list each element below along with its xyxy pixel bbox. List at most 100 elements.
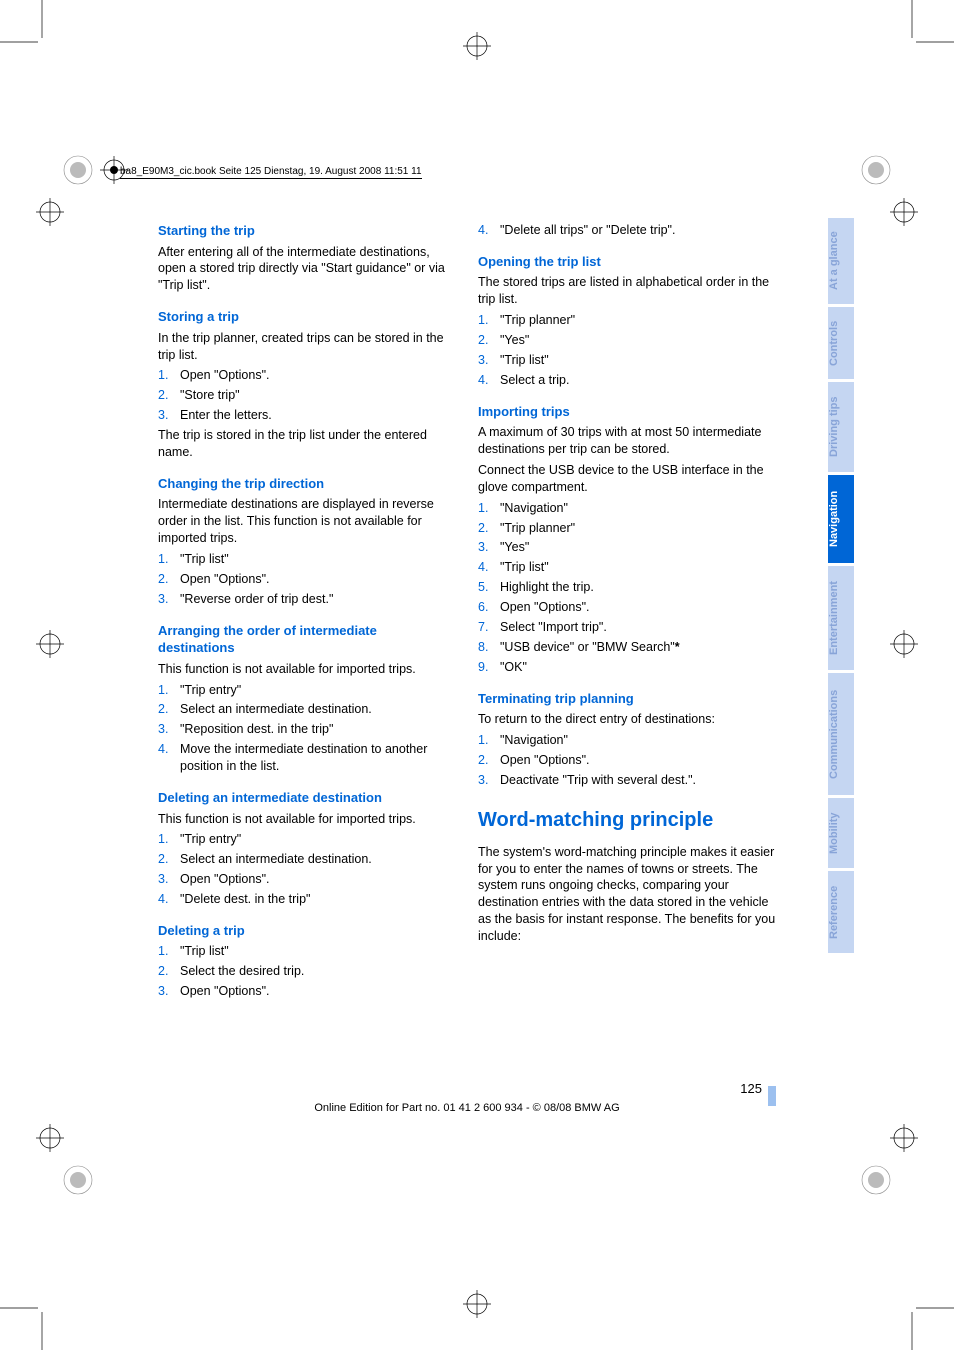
list-item: 4.Move the intermediate destination to a… — [158, 741, 456, 775]
corner-orn-tl — [62, 154, 94, 186]
tab-at-a-glance[interactable]: At a glance — [828, 218, 854, 304]
tab-communications[interactable]: Communications — [828, 673, 854, 795]
list-item: 1."Trip entry" — [158, 682, 456, 699]
list-text: "Delete all trips" or "Delete trip". — [500, 222, 776, 239]
list-text: "Yes" — [500, 332, 776, 349]
list-text: "OK" — [500, 659, 776, 676]
tab-controls[interactable]: Controls — [828, 307, 854, 379]
paragraph: Intermediate destinations are displayed … — [158, 496, 456, 547]
heading: Terminating trip planning — [478, 690, 776, 708]
list-number: 4. — [478, 372, 500, 389]
tab-entertainment[interactable]: Entertainment — [828, 566, 854, 670]
reg-target-left-mid — [36, 630, 64, 658]
list-number: 7. — [478, 619, 500, 636]
list-text: "Trip entry" — [180, 682, 456, 699]
list-number: 8. — [478, 639, 500, 656]
list-item: 1.Open "Options". — [158, 367, 456, 384]
list-item: 2.Open "Options". — [478, 752, 776, 769]
list-text: "Trip list" — [180, 551, 456, 568]
list-item: 4.Select a trip. — [478, 372, 776, 389]
list-number: 2. — [478, 332, 500, 349]
list-number: 2. — [158, 571, 180, 588]
list-item: 7.Select "Import trip". — [478, 619, 776, 636]
list-text: "Store trip" — [180, 387, 456, 404]
paragraph: After entering all of the intermediate d… — [158, 244, 456, 295]
page-bar-icon — [768, 1086, 776, 1106]
list-number: 1. — [478, 312, 500, 329]
list-item: 3.Enter the letters. — [158, 407, 456, 424]
page-number-row: 125 — [158, 1078, 776, 1098]
page-number: 125 — [740, 1081, 762, 1096]
heading-large: Word-matching principle — [478, 807, 776, 834]
list-text: "Reposition dest. in the trip" — [180, 721, 456, 738]
tab-reference[interactable]: Reference — [828, 871, 854, 953]
list-text: Select a trip. — [500, 372, 776, 389]
list-item: 8."USB device" or "BMW Search"* — [478, 639, 776, 656]
paragraph: To return to the direct entry of destina… — [478, 711, 776, 728]
footer-line: Online Edition for Part no. 01 41 2 600 … — [158, 1102, 776, 1114]
tab-navigation[interactable]: Navigation — [828, 475, 854, 563]
list-text: Highlight the trip. — [500, 579, 776, 596]
list-number: 1. — [478, 732, 500, 749]
list-text: Select the desired trip. — [180, 963, 456, 980]
reg-target-left-bot — [36, 1124, 64, 1152]
heading: Arranging the order of intermediate dest… — [158, 622, 456, 657]
list-text: "Trip list" — [180, 943, 456, 960]
list-text: "Trip entry" — [180, 831, 456, 848]
list-item: 3.Open "Options". — [158, 983, 456, 1000]
list-number: 2. — [478, 752, 500, 769]
list-number: 1. — [158, 367, 180, 384]
list-number: 4. — [158, 741, 180, 775]
list-text: "USB device" or "BMW Search"* — [500, 639, 776, 656]
paragraph: A maximum of 30 trips with at most 50 in… — [478, 424, 776, 458]
list-item: 1."Navigation" — [478, 732, 776, 749]
list-text: "Reverse order of trip dest." — [180, 591, 456, 608]
list-number: 3. — [478, 539, 500, 556]
list-text: Open "Options". — [180, 871, 456, 888]
list-text: Open "Options". — [500, 599, 776, 616]
list-number: 1. — [158, 943, 180, 960]
list-text: Open "Options". — [180, 367, 456, 384]
list-item: 2."Yes" — [478, 332, 776, 349]
list-item: 2.Select an intermediate destination. — [158, 701, 456, 718]
list-item: 2."Trip planner" — [478, 520, 776, 537]
paragraph: This function is not available for impor… — [158, 661, 456, 678]
heading: Changing the trip direction — [158, 475, 456, 493]
reg-target-right-bot — [890, 1124, 918, 1152]
list-text: Select an intermediate destination. — [180, 701, 456, 718]
list-item: 3."Reposition dest. in the trip" — [158, 721, 456, 738]
list-number: 9. — [478, 659, 500, 676]
list-number: 3. — [158, 871, 180, 888]
list-number: 4. — [478, 222, 500, 239]
page-content: Starting the trip After entering all of … — [158, 222, 776, 1003]
list-text: "Trip planner" — [500, 520, 776, 537]
list-item: 1."Trip list" — [158, 943, 456, 960]
list-item: 3.Deactivate "Trip with several dest.". — [478, 772, 776, 789]
crop-mark-tl — [0, 0, 60, 60]
tab-driving-tips[interactable]: Driving tips — [828, 382, 854, 472]
list-text: "Yes" — [500, 539, 776, 556]
heading: Importing trips — [478, 403, 776, 421]
list-number: 4. — [478, 559, 500, 576]
crop-mark-bl — [0, 1290, 60, 1350]
list-number: 6. — [478, 599, 500, 616]
list-text: Enter the letters. — [180, 407, 456, 424]
list-item: 4."Trip list" — [478, 559, 776, 576]
heading: Storing a trip — [158, 308, 456, 326]
list-number: 1. — [158, 551, 180, 568]
paragraph: The system's word-matching principle mak… — [478, 844, 776, 945]
list-item: 3."Yes" — [478, 539, 776, 556]
paragraph: The stored trips are listed in alphabeti… — [478, 274, 776, 308]
list-item: 9."OK" — [478, 659, 776, 676]
list-item: 2."Store trip" — [158, 387, 456, 404]
tab-mobility[interactable]: Mobility — [828, 798, 854, 868]
paragraph: Connect the USB device to the USB interf… — [478, 462, 776, 496]
list-text: Select "Import trip". — [500, 619, 776, 636]
list-text: Select an intermediate destination. — [180, 851, 456, 868]
column-right: 4."Delete all trips" or "Delete trip". O… — [478, 222, 776, 1003]
heading: Starting the trip — [158, 222, 456, 240]
list-number: 3. — [158, 407, 180, 424]
heading: Deleting a trip — [158, 922, 456, 940]
list-item: 4."Delete all trips" or "Delete trip". — [478, 222, 776, 239]
list-number: 1. — [158, 682, 180, 699]
